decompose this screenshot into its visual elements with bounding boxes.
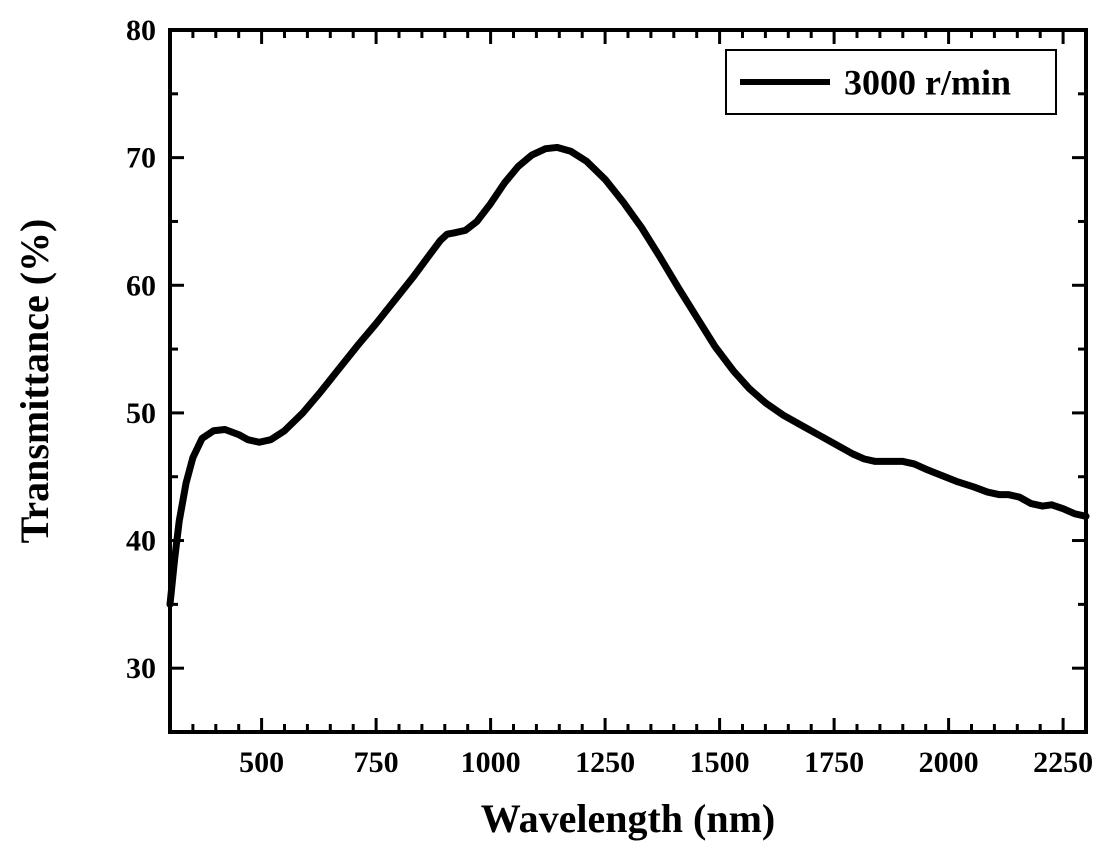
- y-tick-label: 30: [126, 652, 156, 685]
- x-tick-label: 500: [239, 746, 284, 779]
- x-tick-label: 1750: [804, 746, 864, 779]
- y-tick-label: 60: [126, 269, 156, 302]
- y-tick-label: 40: [126, 525, 156, 558]
- x-tick-label: 2000: [919, 746, 979, 779]
- line-chart: 500 750 1000 1250 1500 1750 2000 2250 30 40 50 60 70…: [0, 0, 1116, 862]
- x-tick-label: 1000: [461, 746, 521, 779]
- x-tick-label: 750: [354, 746, 399, 779]
- legend-label: 3000 r/min: [844, 63, 1011, 103]
- x-axis-title: Wavelength (nm): [481, 796, 775, 841]
- x-tick-label: 2250: [1033, 746, 1093, 779]
- x-tick-label: 1500: [690, 746, 750, 779]
- y-tick-label: 70: [126, 142, 156, 175]
- x-tick-label: 1250: [575, 746, 635, 779]
- y-axis-title: Transmittance (%): [12, 219, 57, 544]
- y-tick-label: 50: [126, 397, 156, 430]
- y-tick-label: 80: [126, 14, 156, 47]
- chart-container: 500 750 1000 1250 1500 1750 2000 2250 30 40 50 60 70…: [0, 0, 1116, 862]
